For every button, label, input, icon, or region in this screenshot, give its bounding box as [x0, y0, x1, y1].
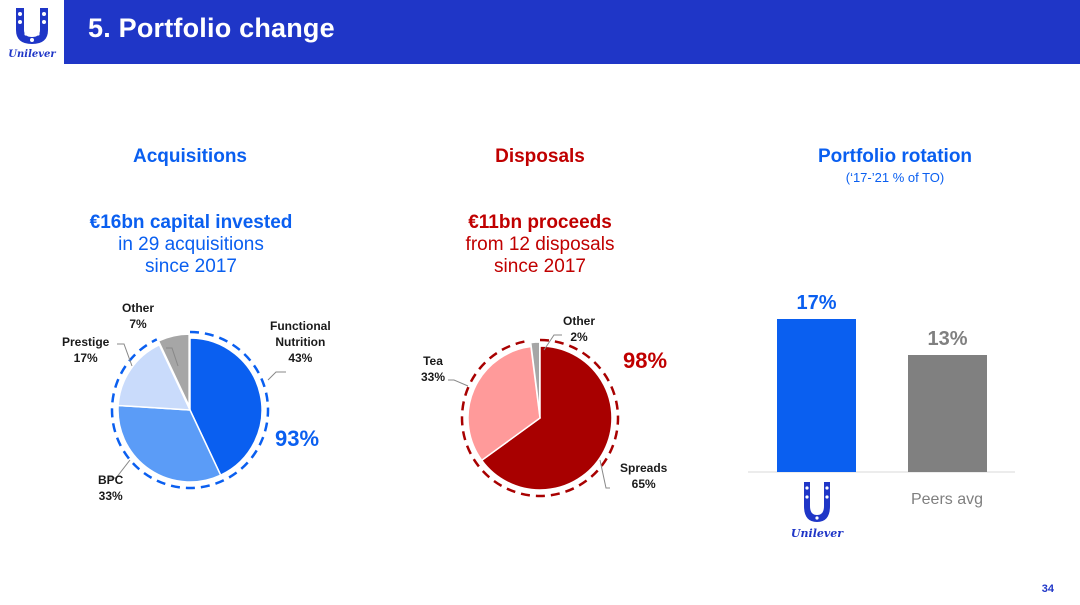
acq-functional-nutrition-label: Functional Nutrition 43%	[270, 319, 331, 365]
disposals-headline-bold: €11bn proceeds	[468, 212, 612, 233]
acq-fn-leader	[267, 371, 286, 381]
disp-other-leader	[543, 334, 562, 351]
acq-other-leader	[166, 347, 179, 367]
bar-category-label-unilever: Unilever	[791, 527, 844, 540]
bar-category-label-peers: Peers avg	[911, 491, 983, 508]
acq-prestige-label: Prestige 17%	[62, 335, 110, 365]
acquisitions-headline-bold: €16bn capital invested	[89, 212, 293, 233]
acq-other-label: Other 7%	[122, 301, 155, 331]
pie-slice-prestige	[117, 343, 192, 411]
portfolio-rotation-subtitle: (‘17-’21 % of TO)	[845, 170, 945, 185]
disposals-title: Disposals	[495, 146, 585, 167]
unilever-logo-category-icon: Unilever	[791, 482, 844, 540]
pie-slice-tea	[467, 345, 541, 462]
disp-spreads-leader	[599, 459, 610, 489]
pie-slice-functional-nutrition	[189, 337, 263, 477]
portfolio-rotation-title: Portfolio rotation	[817, 146, 973, 167]
bar-unilever	[777, 319, 856, 472]
pie-slice-bpc	[117, 404, 222, 483]
pie-slice-other	[157, 333, 190, 407]
page-number: 34	[1041, 583, 1054, 595]
acquisitions-pie-chart	[108, 330, 286, 490]
disposals-highlight-arc	[460, 338, 620, 498]
disp-spreads-label: Spreads 65%	[620, 461, 668, 491]
header: Unilever 5. Portfolio change	[0, 0, 1080, 64]
pie-slice-other	[529, 341, 541, 415]
disposals-highlight-value: 98%	[623, 348, 668, 373]
acquisitions-title: Acquisitions	[132, 146, 247, 167]
acq-bpc-label: BPC 33%	[98, 473, 124, 503]
disp-tea-label: Tea 33%	[421, 354, 446, 384]
disposals-headline-line2: from 12 disposals	[465, 234, 615, 255]
bar-peers-avg	[908, 355, 987, 472]
acq-bpc-leader	[108, 459, 131, 479]
logo-wordmark: Unilever	[8, 49, 56, 60]
acquisitions-highlight-value: 93%	[275, 426, 320, 451]
disp-other-label: Other 2%	[563, 314, 596, 344]
disposals-pie-chart	[448, 334, 620, 498]
acquisitions-headline: €16bn capital invested in 29 acquisition…	[60, 212, 322, 278]
pie-slice-spreads	[480, 345, 613, 491]
acquisitions-headline-line2: in 29 acquisitions	[118, 234, 264, 255]
acquisitions-highlight-arc	[110, 330, 270, 490]
disposals-headline-line3: since 2017	[494, 256, 586, 277]
disp-tea-leader	[448, 379, 469, 387]
disposals-headline: €11bn proceeds from 12 disposals since 2…	[400, 212, 680, 278]
bar-value-label-peers: 13%	[927, 328, 967, 350]
page-title: 5. Portfolio change	[88, 13, 335, 43]
acquisitions-headline-line3: since 2017	[145, 256, 237, 277]
acq-prestige-leader	[117, 343, 133, 367]
portfolio-rotation-bar-chart: 17% 13% Unilever Peers avg	[748, 292, 1015, 540]
bar-value-label-unilever: 17%	[796, 292, 836, 314]
header-bar	[64, 0, 1080, 64]
unilever-logo-icon: Unilever	[8, 8, 56, 60]
